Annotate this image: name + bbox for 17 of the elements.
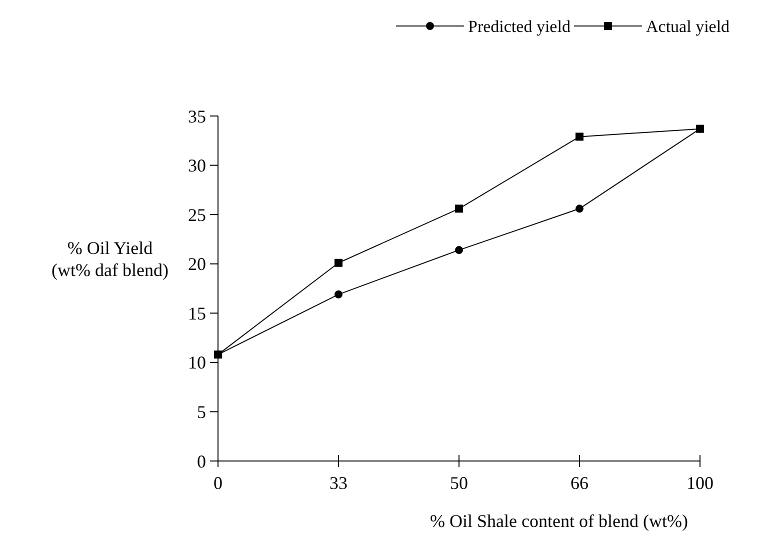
x-tick-label: 0 [214, 473, 222, 493]
y-tick-label: 5 [197, 402, 206, 422]
y-tick-label: 10 [188, 352, 206, 373]
x-tick-label: 50 [450, 473, 468, 493]
y-axis-title: % Oil Yield (wt% daf blend) [52, 238, 168, 280]
y-tick-label: 35 [188, 106, 206, 126]
legend-label: Actual yield [646, 17, 730, 36]
y-tick-label: 20 [188, 254, 206, 274]
y-tick-label: 0 [197, 451, 206, 472]
y-tick-label: 15 [188, 303, 206, 324]
y-tick-label: 30 [188, 156, 206, 176]
x-tick-label: 66 [570, 473, 588, 493]
x-axis-title: % Oil Shale content of blend (wt%) [430, 511, 688, 531]
x-tick-label: 33 [330, 473, 348, 493]
y-tick-label: 25 [188, 204, 206, 225]
x-tick-label: 100 [686, 473, 714, 493]
legend-label: Predicted yield [468, 17, 571, 36]
